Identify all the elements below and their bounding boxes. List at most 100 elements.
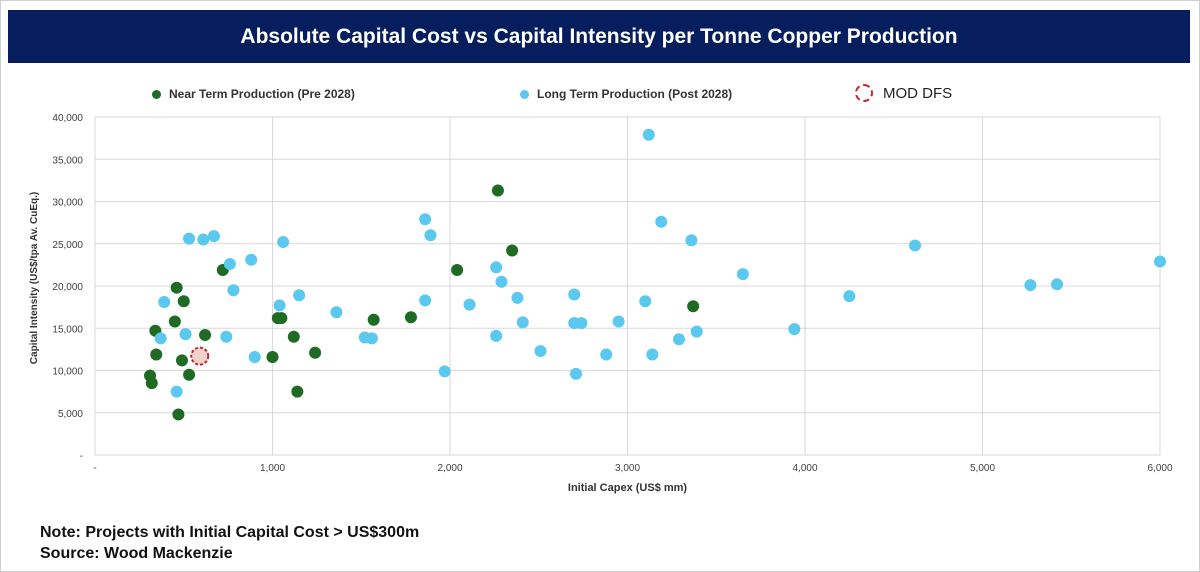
x-tick-label: - (93, 463, 96, 474)
near-term-point (170, 281, 183, 294)
long-term-point (568, 288, 581, 301)
long-term-point (575, 317, 588, 330)
x-tick-label: 6,000 (1147, 463, 1172, 474)
x-axis-label: Initial Capex (US$ mm) (568, 482, 688, 494)
legend-near-term: Near Term Production (Pre 2028) (152, 85, 355, 103)
chart-title-text: Absolute Capital Cost vs Capital Intensi… (240, 24, 958, 48)
near-term-point (287, 330, 300, 343)
long-term-point (438, 365, 451, 378)
long-term-point (490, 329, 503, 342)
long-term-point (220, 330, 233, 343)
long-term-point (516, 316, 529, 329)
x-tick-label: 1,000 (260, 463, 285, 474)
near-term-point (291, 385, 304, 398)
long-term-point (736, 268, 749, 281)
near-term-point (172, 408, 185, 421)
y-tick-label: 25,000 (52, 240, 83, 251)
long-term-point (154, 332, 167, 345)
legend-long-term-label: Long Term Production (Post 2028) (537, 87, 733, 101)
long-term-point (570, 367, 583, 380)
long-term-marker-icon (520, 89, 529, 99)
chart-title: Absolute Capital Cost vs Capital Intensi… (8, 10, 1190, 63)
near-term-point (183, 368, 196, 381)
long-term-point (1024, 279, 1037, 292)
x-tick-label: 3,000 (615, 463, 640, 474)
long-term-point (223, 258, 236, 271)
y-tick-label: 5,000 (58, 409, 83, 420)
long-term-point (170, 385, 183, 398)
long-term-point (227, 284, 240, 297)
long-term-point (207, 230, 220, 243)
note-text: Note: Projects with Initial Capital Cost… (40, 524, 420, 541)
long-term-point (277, 236, 290, 249)
near-term-point (199, 329, 212, 342)
y-tick-label: - (80, 451, 83, 462)
long-term-point (612, 315, 625, 328)
long-term-point (1051, 278, 1064, 291)
y-tick-label: 10,000 (52, 367, 83, 378)
long-term-point (909, 239, 922, 252)
y-tick-label: 40,000 (52, 113, 83, 124)
long-term-point (365, 332, 378, 345)
long-term-point (179, 328, 192, 341)
long-term-point (245, 253, 258, 266)
near-term-point (177, 295, 190, 308)
source-text: Source: Wood Mackenzie (40, 545, 233, 562)
long-term-point (419, 294, 432, 307)
long-term-point (1154, 255, 1166, 268)
long-term-point (490, 261, 503, 274)
long-term-point (655, 215, 668, 228)
near-term-point (367, 313, 380, 326)
long-term-point (600, 348, 613, 361)
near-term-point (266, 350, 279, 363)
mod-dfs-ring-icon (855, 84, 873, 102)
x-tick-label: 4,000 (792, 463, 817, 474)
legend-near-term-label: Near Term Production (Pre 2028) (169, 87, 355, 101)
long-term-point (330, 306, 343, 319)
near-term-point (451, 263, 464, 276)
mod-dfs-point (190, 346, 210, 366)
long-term-point (788, 323, 801, 336)
near-term-point (506, 244, 519, 257)
long-term-point (843, 290, 856, 303)
long-term-point (248, 350, 261, 363)
long-term-point (273, 299, 286, 312)
near-term-point (175, 354, 188, 367)
y-axis-label: Capital Intensity (US$/tpa Av. CuEq.) (29, 192, 40, 364)
long-term-point (639, 295, 652, 308)
long-term-point (424, 229, 437, 242)
near-term-point (145, 377, 158, 390)
long-term-point (672, 333, 685, 346)
near-term-point (275, 312, 288, 325)
near-term-marker-icon (152, 89, 161, 99)
long-term-point (463, 298, 476, 311)
near-term-point (491, 184, 504, 197)
near-term-point (404, 311, 417, 324)
legend-mod-dfs-label: MOD DFS (883, 84, 953, 102)
y-tick-label: 35,000 (52, 155, 83, 166)
long-term-point (495, 275, 508, 288)
long-term-point (293, 289, 306, 302)
near-term-point (150, 348, 163, 361)
long-term-point (642, 128, 655, 141)
legend-mod-dfs: MOD DFS (855, 84, 952, 102)
long-term-point (183, 232, 196, 245)
y-tick-label: 30,000 (52, 198, 83, 209)
long-term-point (158, 296, 171, 309)
long-term-point (511, 291, 524, 304)
long-term-point (646, 348, 659, 361)
long-term-point (685, 234, 698, 247)
x-tick-label: 5,000 (970, 463, 995, 474)
near-term-point (168, 315, 181, 328)
long-term-point (419, 213, 432, 226)
long-term-point (690, 325, 703, 338)
x-tick-label: 2,000 (437, 463, 462, 474)
near-term-point (687, 300, 700, 313)
y-tick-label: 15,000 (52, 324, 83, 335)
long-term-point (197, 233, 210, 246)
near-term-point (309, 346, 322, 359)
y-tick-label: 20,000 (52, 282, 83, 293)
legend-long-term: Long Term Production (Post 2028) (520, 85, 732, 103)
long-term-point (534, 345, 547, 358)
